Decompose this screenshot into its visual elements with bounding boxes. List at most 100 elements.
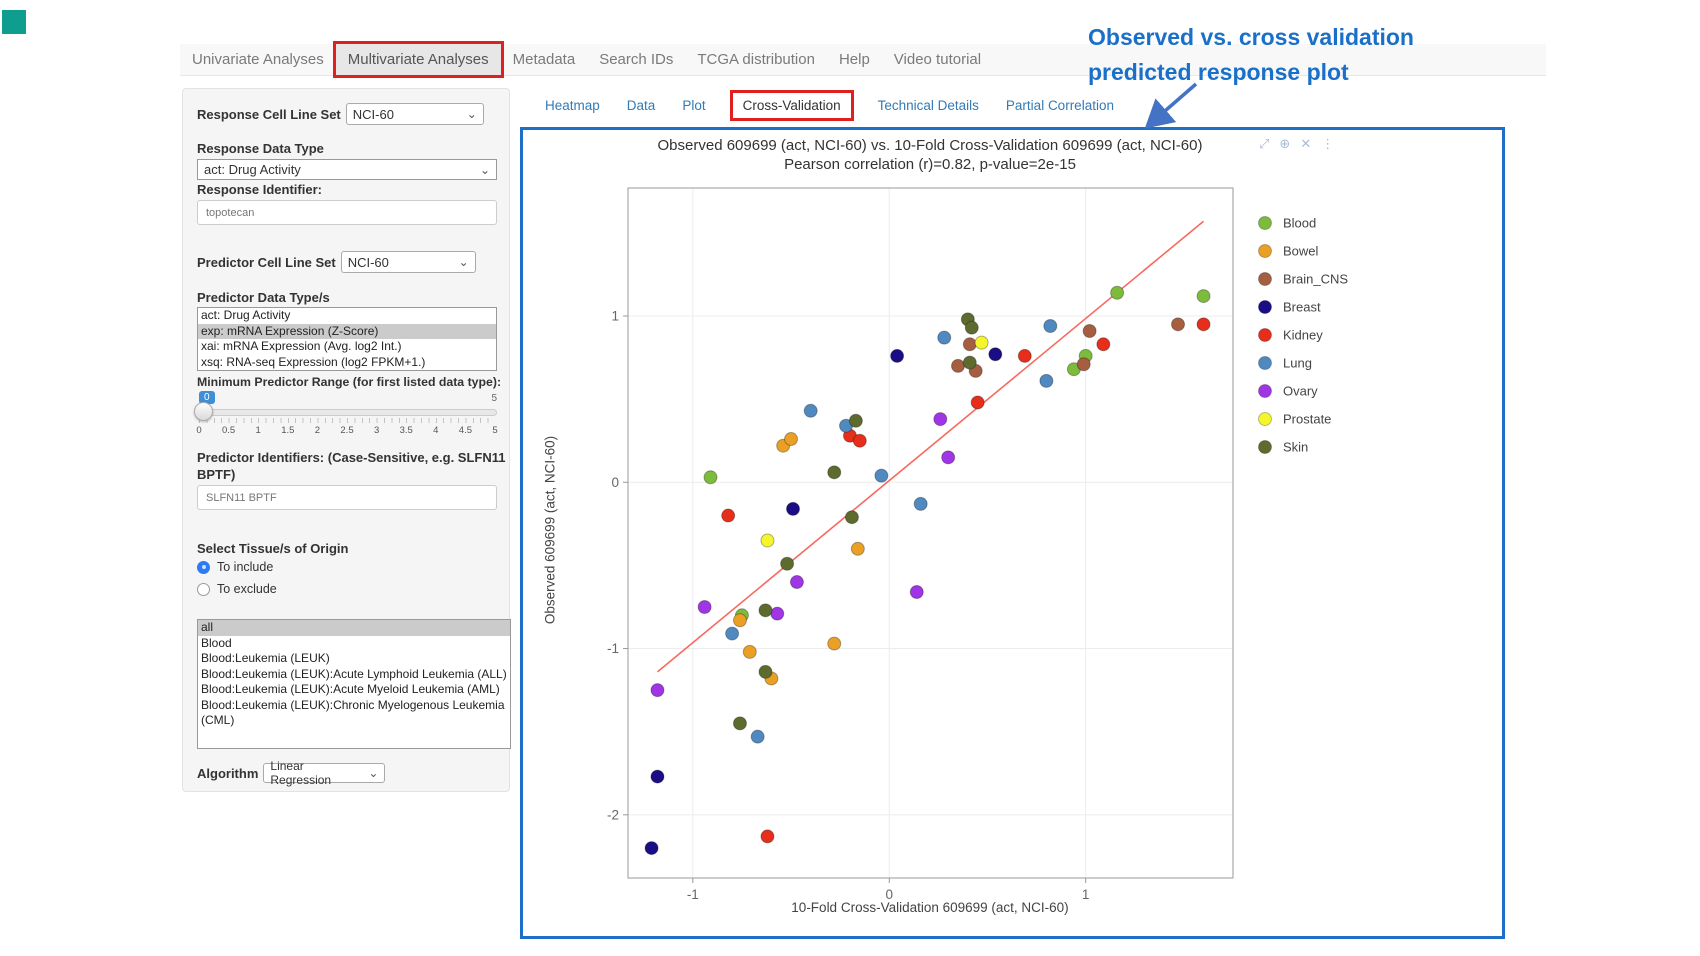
slider-tick-label: 4.5 bbox=[458, 425, 472, 436]
predictor-identifiers-input[interactable]: SLFN11 BPTF bbox=[197, 485, 497, 510]
controls-sidebar: Response Cell Line Set NCI-60 ⌄ Response… bbox=[182, 88, 511, 792]
subtab-heatmap[interactable]: Heatmap bbox=[545, 97, 600, 113]
predictor-data-types-listbox: act: Drug Activity exp: mRNA Expression … bbox=[197, 307, 497, 371]
slider-tick-label: 0 bbox=[196, 425, 202, 436]
tab-metadata[interactable]: Metadata bbox=[512, 51, 576, 68]
predictor-cell-line-set-label: Predictor Cell Line Set bbox=[197, 254, 336, 270]
radio-to-include[interactable]: To include bbox=[197, 560, 497, 574]
algorithm-row: Algorithm Linear Regression ⌄ bbox=[197, 759, 497, 787]
list-item[interactable]: exp: mRNA Expression (Z-Score) bbox=[198, 323, 496, 339]
slider-tick-label: 1.5 bbox=[281, 425, 295, 436]
list-item[interactable]: Blood bbox=[201, 635, 232, 650]
tissue-origin-label: Select Tissue/s of Origin bbox=[197, 541, 349, 556]
scatter-plot: -1 0 1 1 0 -1 -2 Blood Bowel Brain_CNS Breast Kidne… bbox=[607, 187, 1348, 902]
slider-track[interactable] bbox=[197, 409, 497, 416]
radio-unselected-icon bbox=[197, 582, 210, 596]
subtab-partial-correlation[interactable]: Partial Correlation bbox=[1005, 97, 1114, 113]
chevron-down-icon: ⌄ bbox=[479, 162, 490, 177]
tab-help[interactable]: Help bbox=[838, 51, 870, 68]
y-axis-label: Observed 609699 (act, NCI-60) bbox=[542, 435, 558, 625]
svg-text:1: 1 bbox=[611, 309, 619, 324]
list-item[interactable]: xsq: RNA-seq Expression (log2 FPKM+1.) bbox=[201, 354, 426, 369]
top-navbar: Univariate Analyses Multivariate Analyse… bbox=[180, 44, 1546, 76]
list-item[interactable]: Blood:Leukemia (LEUK) bbox=[201, 651, 330, 665]
tab-video-tutorial[interactable]: Video tutorial bbox=[893, 51, 982, 68]
svg-text:Blood: Blood bbox=[1283, 216, 1316, 231]
expand-icon[interactable]: ⤢ bbox=[1259, 136, 1270, 151]
svg-text:0: 0 bbox=[611, 475, 619, 490]
algorithm-select[interactable]: Linear Regression ⌄ bbox=[263, 759, 386, 787]
tissue-listbox: all Blood Blood:Leukemia (LEUK) Blood:Le… bbox=[197, 619, 511, 749]
algorithm-label: Algorithm bbox=[197, 765, 259, 781]
svg-text:Brain_CNS: Brain_CNS bbox=[1283, 272, 1348, 287]
algorithm-value: Linear Regression bbox=[270, 759, 332, 787]
tab-univariate-analyses[interactable]: Univariate Analyses bbox=[192, 51, 324, 68]
response-identifier-label: Response Identifier: bbox=[197, 182, 322, 197]
subtab-plot[interactable]: Plot bbox=[682, 97, 706, 113]
svg-text:Breast: Breast bbox=[1283, 300, 1321, 315]
slider-max-label: 5 bbox=[491, 393, 497, 404]
svg-text:0: 0 bbox=[885, 887, 893, 902]
predictor-identifiers-label: Predictor Identifiers: (Case-Sensitive, … bbox=[197, 450, 506, 482]
slider-tick-label: 1 bbox=[255, 425, 261, 436]
slider-tick-label: 3.5 bbox=[399, 425, 413, 436]
tab-tcga-distribution[interactable]: TCGA distribution bbox=[697, 51, 815, 68]
more-icon[interactable]: ⋮ bbox=[1321, 136, 1335, 151]
svg-text:Kidney: Kidney bbox=[1283, 328, 1323, 343]
svg-text:-1: -1 bbox=[607, 641, 619, 656]
svg-text:Lung: Lung bbox=[1283, 356, 1312, 371]
min-predictor-range-slider: 0 5 0 0.5 1 1.5 2 2.5 3 3.5 4 4.5 5 bbox=[194, 391, 498, 437]
list-item[interactable]: Blood:Leukemia (LEUK):Chronic Myelogenou… bbox=[201, 697, 505, 728]
radio-to-include-label: To include bbox=[217, 560, 274, 574]
tab-search-ids[interactable]: Search IDs bbox=[599, 51, 674, 68]
list-item[interactable]: Blood:Leukemia (LEUK):Acute Lymphoid Leu… bbox=[201, 666, 507, 681]
chart-title: Observed 609699 (act, NCI-60) vs. 10-Fol… bbox=[657, 137, 1203, 154]
svg-text:-1: -1 bbox=[687, 887, 699, 902]
x-axis-label: 10-Fold Cross-Validation 609699 (act, NC… bbox=[791, 900, 1069, 915]
chevron-down-icon: ⌄ bbox=[368, 766, 379, 780]
response-cell-line-set-label: Response Cell Line Set bbox=[197, 106, 341, 122]
annotation-arrow bbox=[1144, 82, 1198, 129]
list-item[interactable]: Blood:Leukemia (LEUK):Acute Myeloid Leuk… bbox=[201, 682, 500, 696]
predictor-data-types-label: Predictor Data Type/s bbox=[197, 290, 330, 305]
tab-multivariate-analyses[interactable]: Multivariate Analyses bbox=[335, 44, 501, 75]
slider-handle[interactable] bbox=[194, 402, 213, 421]
chevron-down-icon: ⌄ bbox=[458, 255, 469, 269]
predictor-cell-line-set-value: NCI-60 bbox=[347, 254, 389, 270]
slider-tick-label: 4 bbox=[433, 425, 439, 436]
tutorial-annotation: Observed vs. cross validation predicted … bbox=[1088, 20, 1414, 90]
chart-subtitle: Pearson correlation (r)=0.82, p-value=2e… bbox=[784, 156, 1076, 173]
radio-to-exclude[interactable]: To exclude bbox=[197, 582, 497, 596]
slider-value-badge: 0 bbox=[199, 391, 215, 404]
predictor-cell-line-set-select[interactable]: NCI-60 ⌄ bbox=[340, 251, 476, 273]
response-data-type-value: act: Drug Activity bbox=[204, 162, 301, 177]
close-icon[interactable]: ✕ bbox=[1300, 136, 1312, 151]
slider-tick-label: 2.5 bbox=[340, 425, 354, 436]
svg-text:Bowel: Bowel bbox=[1283, 244, 1319, 259]
subtab-technical-details[interactable]: Technical Details bbox=[877, 97, 979, 113]
svg-text:Skin: Skin bbox=[1283, 440, 1308, 455]
slider-tick-label: 2 bbox=[314, 425, 321, 436]
list-item[interactable]: all bbox=[198, 620, 510, 636]
min-predictor-range-label: Minimum Predictor Range (for first liste… bbox=[197, 375, 502, 389]
list-item[interactable]: xai: mRNA Expression (Avg. log2 Int.) bbox=[201, 339, 402, 353]
subtab-cross-validation[interactable]: Cross-Validation bbox=[733, 93, 851, 118]
list-item[interactable]: act: Drug Activity bbox=[201, 308, 291, 322]
svg-text:Prostate: Prostate bbox=[1283, 412, 1331, 427]
predictor-cell-line-set-row: Predictor Cell Line Set NCI-60 ⌄ bbox=[197, 251, 497, 273]
subtab-data[interactable]: Data bbox=[626, 97, 656, 113]
slider-tickmarks bbox=[199, 418, 495, 423]
response-identifier-input[interactable]: topotecan bbox=[197, 200, 497, 225]
result-subtabs: Heatmap Data Plot Cross-Validation Techn… bbox=[545, 92, 1114, 118]
radio-selected-icon bbox=[197, 560, 210, 574]
response-cell-line-set-row: Response Cell Line Set NCI-60 ⌄ bbox=[197, 103, 497, 125]
response-cell-line-set-select[interactable]: NCI-60 ⌄ bbox=[345, 103, 484, 125]
svg-text:1: 1 bbox=[1082, 887, 1090, 902]
chevron-down-icon: ⌄ bbox=[466, 107, 477, 121]
slider-tick-label: 3 bbox=[373, 425, 380, 436]
zoom-icon[interactable]: ⊕ bbox=[1279, 136, 1291, 151]
response-cell-line-set-value: NCI-60 bbox=[352, 106, 394, 122]
response-data-type-select[interactable]: act: Drug Activity ⌄ bbox=[197, 159, 497, 180]
radio-to-exclude-label: To exclude bbox=[217, 582, 277, 596]
